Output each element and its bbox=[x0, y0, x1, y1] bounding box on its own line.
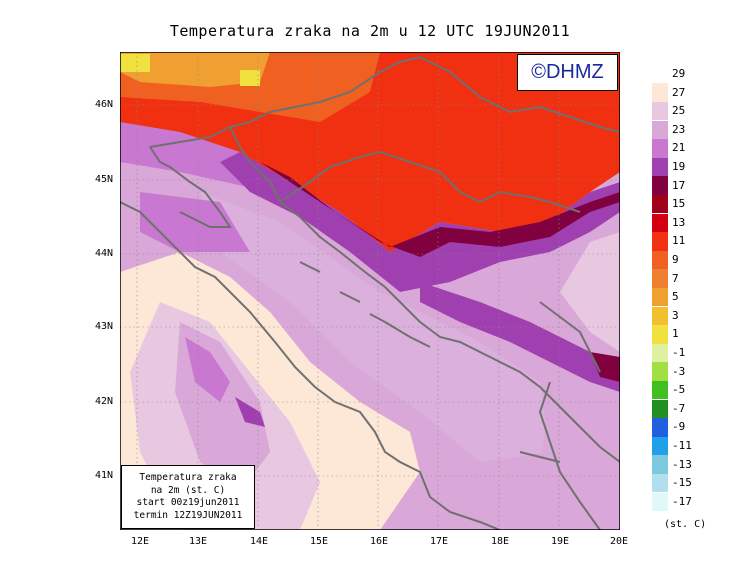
colorbar-label: 25 bbox=[672, 104, 686, 118]
colorbar-label: 9 bbox=[672, 253, 679, 266]
colorbar-label: -15 bbox=[672, 476, 692, 490]
colorbar-segment bbox=[652, 213, 668, 233]
west-purple bbox=[140, 192, 250, 252]
dinaric-dark-band bbox=[260, 162, 620, 257]
colorbar-segment bbox=[652, 325, 668, 344]
colorbar-segment bbox=[652, 139, 668, 158]
coastlines bbox=[120, 56, 620, 530]
info-line-1: Temperatura zraka bbox=[139, 472, 237, 483]
lon-tick: 17E bbox=[430, 536, 449, 547]
colorbar-label: 27 bbox=[672, 85, 686, 99]
colorbar-label: 7 bbox=[672, 271, 679, 285]
map-title: Temperatura zraka na 2m u 12 UTC 19JUN20… bbox=[169, 22, 571, 40]
colorbar-label: -11 bbox=[672, 439, 692, 452]
colorbar-label: -7 bbox=[672, 401, 686, 415]
colorbar-label: 17 bbox=[672, 178, 686, 192]
colorbar-segment bbox=[652, 269, 668, 288]
colorbar-label: 15 bbox=[672, 197, 686, 211]
info-line-4: termin 12Z19JUN2011 bbox=[133, 509, 243, 521]
colorbar-segment bbox=[652, 176, 668, 195]
dinaric-purple-band bbox=[220, 152, 620, 292]
lon-tick: 13E bbox=[189, 536, 208, 547]
colorbar-label: -3 bbox=[672, 364, 686, 378]
colorbar-segment bbox=[652, 306, 668, 326]
apennine-dark bbox=[235, 397, 265, 427]
colorbar-label: -5 bbox=[672, 383, 686, 397]
adriatic-field bbox=[200, 192, 550, 462]
se-dark-spot bbox=[590, 352, 620, 382]
info-line-2: na 2m (st. C) bbox=[150, 484, 226, 496]
colorbar-segment bbox=[652, 287, 668, 307]
colorbar-label: 5 bbox=[672, 290, 679, 304]
lon-tick: 12E bbox=[131, 536, 150, 547]
colorbar-segment bbox=[652, 380, 668, 400]
info-box: Temperatura zraka na 2m (st. C) start 00… bbox=[121, 465, 255, 529]
colorbar-label: 23 bbox=[672, 122, 686, 136]
nw-yellow-field bbox=[120, 52, 270, 87]
east-land-field bbox=[560, 232, 620, 352]
colorbar-segment bbox=[652, 436, 668, 456]
colorbar-label: 11 bbox=[672, 234, 686, 248]
colorbar-label: 29 bbox=[672, 67, 686, 80]
colorbar-label: 1 bbox=[672, 327, 679, 341]
lon-tick: 18E bbox=[491, 536, 510, 547]
apennine-purple bbox=[185, 337, 230, 402]
colorbar-segment bbox=[652, 120, 668, 140]
lon-tick: 16E bbox=[370, 536, 389, 547]
alpine-hot-spot bbox=[240, 70, 260, 86]
dhmz-logo: ©DHMZ bbox=[517, 54, 618, 91]
montenegro-purple bbox=[420, 282, 620, 392]
colorbar-label: 21 bbox=[672, 141, 686, 155]
lat-tick: 45N bbox=[95, 174, 114, 185]
colorbar-segment bbox=[652, 250, 668, 270]
colorbar-label: -9 bbox=[672, 420, 686, 434]
lon-tick: 14E bbox=[250, 536, 269, 547]
colorbar-label: -13 bbox=[672, 457, 692, 471]
colorbar-segment bbox=[652, 418, 668, 437]
colorbar-units: (st. C) bbox=[664, 519, 707, 530]
colorbar-segment bbox=[652, 83, 668, 102]
colorbar-segment bbox=[652, 157, 668, 177]
colorbar-segment bbox=[652, 455, 668, 474]
colorbar-segment bbox=[652, 343, 668, 363]
colorbar-label: -17 bbox=[672, 494, 692, 508]
lat-tick: 42N bbox=[95, 396, 114, 407]
lat-tick: 43N bbox=[95, 321, 114, 332]
colorbar-segment bbox=[652, 492, 668, 512]
nw-hot-spot bbox=[120, 54, 150, 72]
colorbar-label: 13 bbox=[672, 215, 686, 229]
colorbar-label: 19 bbox=[672, 160, 686, 173]
lon-tick: 19E bbox=[551, 536, 570, 547]
colorbar-segment bbox=[652, 473, 668, 493]
lat-tick: 41N bbox=[95, 470, 114, 481]
info-line-3: start 00z19jun2011 bbox=[136, 497, 240, 508]
colorbar-segment bbox=[652, 232, 668, 251]
colorbar-segment bbox=[652, 101, 668, 121]
colorbar-segment bbox=[652, 362, 668, 381]
dhmz-logo-text: ©DHMZ bbox=[531, 61, 604, 83]
colorbar-segment bbox=[652, 194, 668, 214]
lon-tick: 15E bbox=[310, 536, 329, 547]
colorbar-label: 3 bbox=[672, 308, 679, 322]
colorbar-segment bbox=[652, 399, 668, 419]
colorbar-label: -1 bbox=[672, 346, 686, 359]
se-land-field bbox=[540, 382, 620, 530]
temperature-map bbox=[120, 52, 620, 530]
lon-tick: 20E bbox=[610, 536, 629, 547]
graticule bbox=[120, 52, 620, 530]
lat-tick: 44N bbox=[95, 248, 114, 259]
lat-tick: 46N bbox=[95, 99, 114, 110]
